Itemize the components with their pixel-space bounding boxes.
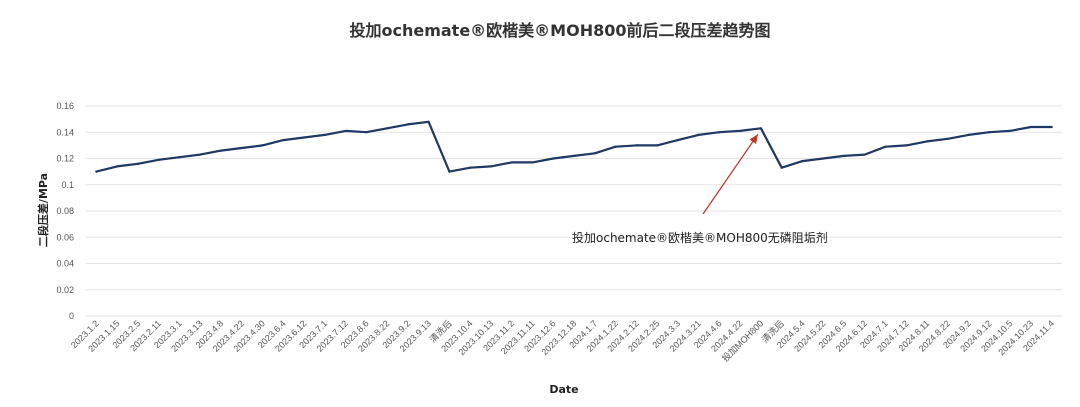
annotation-text: 投加ochemate®欧楷美®MOH800无磷阻垢剂	[572, 230, 828, 245]
data-point	[614, 145, 617, 148]
data-point	[282, 139, 285, 142]
data-point	[261, 144, 264, 147]
series-lines	[95, 120, 1053, 173]
data-point	[759, 127, 762, 130]
data-point	[676, 139, 679, 142]
data-point	[427, 120, 430, 123]
y-tick-label: 0.12	[56, 154, 74, 164]
data-point	[739, 129, 742, 133]
data-point	[842, 154, 846, 157]
data-point	[1029, 125, 1032, 129]
arrowhead-icon	[749, 134, 758, 144]
data-point	[593, 152, 596, 155]
y-tick-label: 0.16	[56, 101, 74, 111]
y-tick-label: 0.02	[56, 285, 74, 295]
data-point	[489, 165, 493, 168]
data-point	[406, 123, 409, 126]
data-point	[946, 137, 949, 140]
data-point	[780, 166, 783, 169]
data-point	[199, 153, 202, 156]
data-point	[863, 153, 866, 156]
data-point	[531, 161, 534, 164]
data-point	[386, 127, 389, 130]
data-point	[323, 133, 326, 136]
data-point	[552, 157, 555, 160]
data-point	[219, 149, 223, 152]
data-point	[365, 131, 368, 134]
data-point	[572, 154, 576, 157]
x-axis-ticks: 2023.1.22023.1.152023.2.52023.2.112023.3…	[69, 318, 1056, 364]
data-point	[136, 162, 140, 165]
data-point	[655, 144, 659, 147]
data-point	[884, 145, 887, 148]
data-point	[718, 131, 721, 134]
data-point	[469, 166, 472, 169]
y-tick-label: 0.14	[56, 127, 74, 137]
data-point	[95, 170, 98, 173]
gridlines	[86, 105, 1062, 317]
y-tick-label: 0.06	[56, 232, 74, 242]
y-tick-label: 0	[69, 311, 74, 321]
series-line	[95, 120, 1053, 173]
data-point	[344, 129, 347, 133]
data-point	[801, 160, 804, 163]
data-point	[635, 144, 638, 147]
chart-title: 投加ochemate®欧楷美®MOH800前后二段压差趋势图	[349, 21, 770, 40]
x-axis-label: Date	[549, 383, 578, 396]
data-point	[1050, 125, 1053, 129]
annotation: 投加ochemate®欧楷美®MOH800无磷阻垢剂	[572, 133, 828, 245]
data-point	[510, 161, 513, 164]
data-point	[178, 156, 181, 159]
data-point	[905, 144, 908, 147]
y-tick-label: 0.04	[56, 259, 74, 269]
data-point	[302, 136, 306, 139]
data-point	[1008, 129, 1012, 133]
data-point	[448, 170, 451, 173]
data-point	[697, 133, 700, 136]
y-axis-label: 二段压差/MPa	[36, 173, 50, 247]
data-point	[240, 146, 243, 150]
data-point	[967, 133, 970, 136]
data-point	[116, 165, 119, 168]
y-tick-label: 0.08	[56, 206, 74, 216]
data-point	[822, 157, 825, 160]
data-point	[925, 140, 929, 143]
annotation-arrow	[702, 133, 759, 215]
data-point	[157, 158, 160, 161]
data-point	[988, 131, 991, 134]
y-tick-label: 0.1	[61, 180, 74, 190]
y-axis-ticks: 0 0.02 0.04 0.06 0.08 0.1 0.12 0.14 0.16	[56, 101, 74, 321]
